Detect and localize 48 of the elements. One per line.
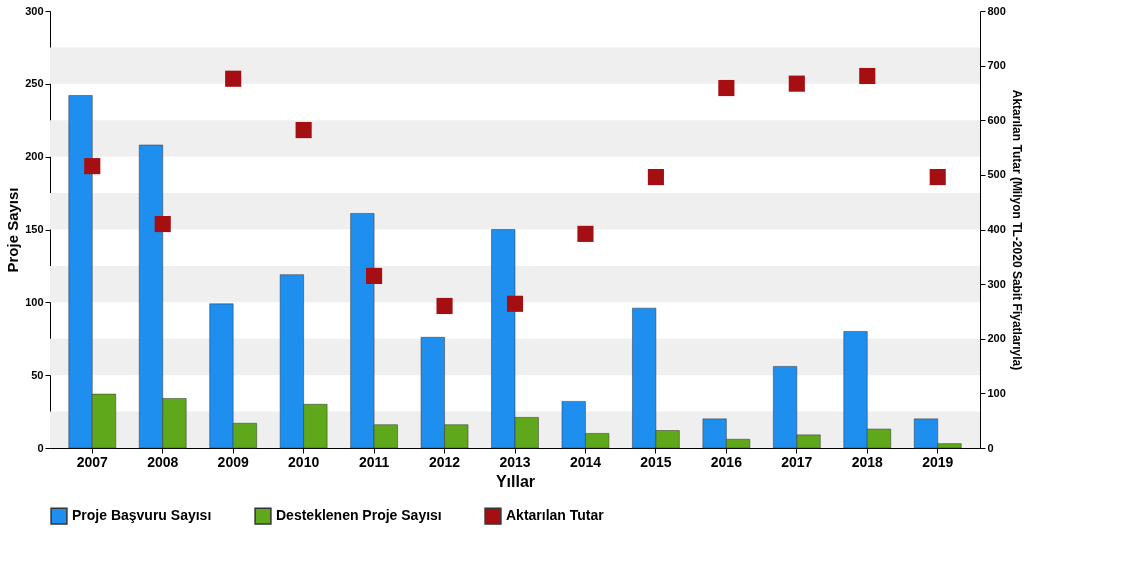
point [718, 79, 735, 97]
point [295, 122, 312, 139]
point [436, 297, 453, 315]
legend-label: Aktarılan Tutar [506, 507, 605, 524]
y-tick-label: 300 [25, 4, 44, 17]
x-tick-label: 2017 [781, 453, 813, 470]
y2-tick-label: 600 [987, 113, 1006, 126]
y2-tick-label: 300 [987, 277, 1006, 290]
y-tick-label: 200 [25, 150, 44, 163]
legend-label: Proje Başvuru Sayısı [72, 507, 212, 524]
point [366, 267, 383, 284]
x-tick-label: 2011 [358, 453, 390, 470]
legend-label: Desteklenen Proje Sayısı [276, 507, 442, 524]
x-tick-label: 2008 [147, 453, 179, 470]
x-axis-title: Yıllar [495, 472, 536, 490]
x-tick-label: 2018 [851, 453, 884, 470]
x-tick-label: 2019 [922, 453, 954, 470]
x-tick-label: 2014 [569, 453, 602, 470]
x-tick-label: 2007 [76, 453, 109, 470]
y-tick-label: 150 [25, 223, 44, 235]
y2-tick-label: 0 [987, 441, 994, 454]
point [506, 295, 524, 312]
point [788, 75, 805, 92]
point [859, 67, 876, 85]
y-tick-label: 250 [25, 77, 44, 90]
point [577, 225, 594, 242]
x-tick-label: 2012 [428, 453, 461, 470]
y2-tick-label: 200 [987, 332, 1006, 345]
y2-tick-label: 400 [987, 223, 1006, 235]
point [225, 70, 242, 87]
point [647, 169, 664, 186]
y-tick-label: 100 [25, 295, 44, 308]
y2-tick-label: 700 [987, 59, 1006, 72]
x-tick-label: 2015 [640, 453, 672, 470]
point [154, 215, 171, 233]
y-tick-label: 0 [37, 441, 44, 454]
point [84, 158, 101, 175]
y2-tick-label: 800 [987, 4, 1006, 17]
y2-tick-label: 500 [987, 168, 1006, 181]
y2-tick-label: 100 [987, 386, 1006, 399]
y-axis-title: Proje Sayısı [4, 187, 22, 273]
x-tick-label: 2016 [710, 453, 743, 470]
x-tick-label: 2009 [217, 453, 249, 470]
y-tick-label: 50 [31, 368, 44, 381]
point [929, 169, 946, 186]
x-tick-label: 2013 [499, 453, 531, 470]
y2-axis-title: Aktarılan Tutar (Milyon TL-2020 Sabit Fiyatlarıyla) [1009, 89, 1024, 371]
x-tick-label: 2010 [288, 453, 320, 470]
